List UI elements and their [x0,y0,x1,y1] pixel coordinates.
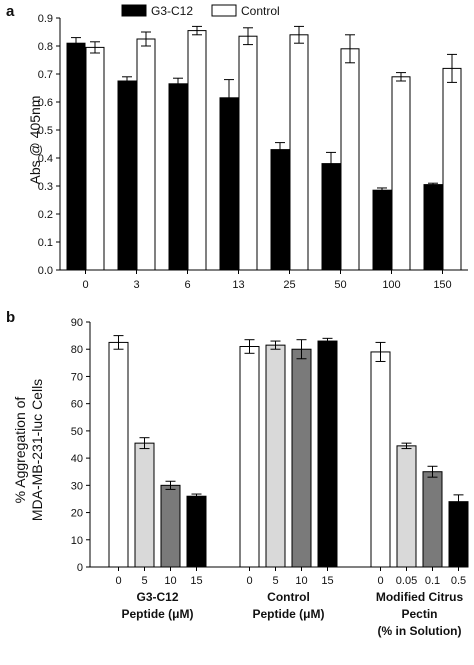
chart-a-ytick-label: 0.4 [38,153,53,165]
panel-b-label: b [6,309,15,326]
chart-b-ytick-label: 10 [71,535,83,547]
chart-a-xtick-label: 6 [184,279,190,291]
group-label-2-line-1: Control [267,590,310,604]
chart-b-xtick-label: 5 [272,575,278,587]
chart-b-xtick-label: 15 [321,575,333,587]
chart-a-legend: G3-C12 Control [121,4,280,18]
bar-group3-0 [370,351,391,568]
legend-swatch-g3c12 [121,4,147,17]
legend-label-control: Control [241,4,280,18]
bar-control-150 [442,67,462,271]
chart-a-ytick-label: 0.5 [38,125,53,137]
bar-g3-c12-150 [423,184,443,271]
group-label-3-line-2: Pectin [401,607,437,621]
bar-control-13 [238,35,258,271]
chart-b-bars [108,335,469,568]
chart-b-ytick-label: 70 [71,371,83,383]
chart-a-ytick-label: 0.6 [38,97,53,109]
chart-a-ylabel: Abs @ 405nm [27,96,43,185]
bar-group2-0 [239,346,260,568]
chart-b-xtick-label: 0.05 [396,575,417,587]
chart-b-group-labels: G3-C12 Peptide (μM) Control Peptide (μM) Mod… [121,590,463,638]
bar-g3-c12-50 [321,163,341,271]
chart-b-ytick-label: 90 [71,317,83,329]
chart-a-ytick-label: 0.0 [38,265,53,277]
bar-control-3 [136,38,156,271]
chart-b-ytick-label: 50 [71,426,83,438]
chart-b-ytick-label: 80 [71,344,83,356]
group-label-1-line-2: Peptide (μM) [121,607,193,621]
bar-group1-15 [186,495,207,568]
bar-group3-0.05 [396,445,417,568]
group-label-2-line-2: Peptide (μM) [252,607,324,621]
chart-b-xtick-label: 10 [164,575,176,587]
bar-g3-c12-100 [372,189,392,271]
bar-group2-5 [265,344,286,568]
chart-a-ytick-label: 0.3 [38,181,53,193]
chart-a-xtick-label: 3 [133,279,139,291]
chart-a-xtick-label: 13 [232,279,244,291]
chart-a-xtick-label: 150 [433,279,451,291]
chart-b-ytick-label: 20 [71,508,83,520]
group-label-3-line-3: (% in Solution) [378,624,462,638]
bar-group1-5 [134,442,155,568]
chart-b-ytick-label: 0 [77,562,83,574]
chart-a-xtick-label: 100 [382,279,400,291]
chart-b-xtick-label: 5 [141,575,147,587]
chart-b-ytick-label: 40 [71,453,83,465]
chart-b-xtick-label: 0.1 [425,575,440,587]
chart-b-xtick-label: 15 [190,575,202,587]
bar-group2-10 [291,348,312,568]
chart-b-axes: 0 10 20 30 40 50 60 70 80 90 0 5 10 15 0 5 10 15 0 0.05 0.1 0… [71,317,468,587]
chart-a: a Abs @ 405nm 0.00.10.20.30.40.50.60.70.… [6,3,468,291]
bar-control-100 [391,76,411,271]
legend-label-g3c12: G3-C12 [151,4,193,18]
group-label-1-line-1: G3-C12 [136,590,178,604]
chart-a-xtick-label: 0 [82,279,88,291]
chart-b-ylabel-line-1: % Aggregation of [12,397,28,504]
bar-group2-15 [317,340,338,568]
chart-b-ylabel-line-2: MDA-MB-231-luc Cells [29,379,45,521]
chart-b-xtick-label: 0 [246,575,252,587]
chart-a-axes: 0.0 0.1 0.2 0.3 0.4 0.5 0.6 0.7 0.8 0.9 0 3 6 13 25 50 1… [38,13,468,291]
chart-b-xtick-label: 0 [115,575,121,587]
bar-g3-c12-3 [117,80,137,271]
legend-swatch-control [211,4,237,17]
bar-group1-0 [108,341,129,568]
chart-b-ytick-label: 60 [71,399,83,411]
bar-control-0 [85,46,105,271]
panel-a-label: a [6,3,15,20]
chart-a-ytick-label: 0.1 [38,237,53,249]
chart-b-xtick-label: 0 [377,575,383,587]
chart-b: b % Aggregation of MDA-MB-231-luc Cells … [6,309,469,638]
bar-control-25 [289,34,309,271]
chart-a-ytick-label: 0.7 [38,69,53,81]
chart-a-ytick-label: 0.8 [38,41,53,53]
bar-control-6 [187,30,207,271]
bar-group3-0.5 [448,501,469,568]
chart-b-xtick-label: 10 [295,575,307,587]
chart-a-xtick-label: 50 [334,279,346,291]
bar-g3-c12-13 [219,97,239,271]
chart-b-xtick-label: 0.5 [451,575,466,587]
chart-a-xtick-label: 25 [283,279,295,291]
bar-group1-10 [160,484,181,568]
bar-g3-c12-0 [66,42,86,271]
chart-a-ytick-label: 0.2 [38,209,53,221]
chart-b-ytick-label: 30 [71,480,83,492]
bar-group3-0.1 [422,471,443,568]
bar-g3-c12-25 [270,149,290,271]
chart-a-ytick-label: 0.9 [38,13,53,25]
chart-a-bars [66,25,462,271]
bar-control-50 [340,48,360,271]
bar-g3-c12-6 [168,83,188,271]
group-label-3-line-1: Modified Citrus [376,590,464,604]
